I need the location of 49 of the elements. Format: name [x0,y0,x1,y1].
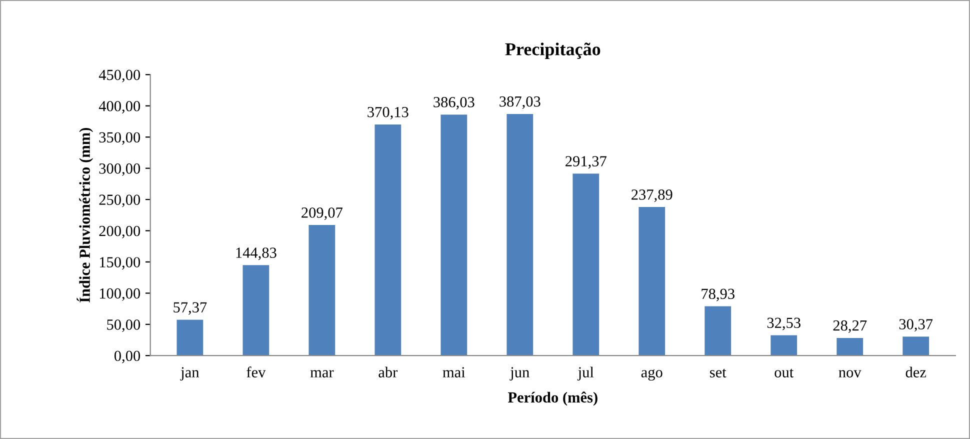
bar [308,225,336,356]
data-label: 370,13 [368,106,408,120]
bar [176,320,204,356]
y-tick-label: 0,00 [114,350,140,364]
y-axis-title: Índice Pluviométrico (mm) [76,128,94,302]
y-tick-label: 300,00 [99,163,140,176]
y-tick-label: 350,00 [99,132,140,145]
y-tick-label: 50,00 [107,320,140,332]
data-label: 209,07 [302,207,342,220]
data-label: 144,83 [236,248,276,260]
bar [572,174,600,356]
x-tick-label: abr [378,366,398,378]
bar [440,114,468,356]
bar [770,335,798,356]
x-tick-label: mar [310,370,334,378]
x-tick-label: ago [641,369,662,381]
y-tick-label: 200,00 [99,226,140,238]
bar [638,207,666,356]
bar [836,338,864,356]
chart-title: Precipitação [505,42,600,60]
data-label: 32,53 [767,318,800,330]
data-label: 57,37 [174,302,207,315]
y-tick-label: 450,00 [98,70,140,82]
data-label: 237,89 [632,189,672,202]
bar [902,336,930,356]
x-tick-label: fev [246,366,266,378]
y-tick-label: 100,00 [100,288,140,301]
data-label: 30,37 [899,319,933,332]
x-tick-label: jul [577,366,594,381]
bar [704,306,732,356]
x-tick-label: jan [180,367,200,381]
bar [242,265,270,356]
x-tick-label: dez [906,366,926,378]
y-tick-label: 250,00 [99,194,140,208]
x-tick-label: mai [442,367,466,378]
data-label: 386,03 [434,96,474,110]
data-label: 28,27 [833,320,867,333]
data-label: 78,93 [702,288,734,302]
x-tick-label: out [774,368,794,378]
x-axis-title: Período (mês) [508,392,598,406]
x-tick-label: set [710,368,726,378]
y-tick-label: 150,00 [100,257,140,270]
bar [506,114,534,356]
y-tick-label: 400,00 [98,100,140,114]
data-label: 387,03 [500,96,540,109]
x-tick-label: jun [510,367,530,381]
bar [374,124,402,356]
x-tick-label: nov [838,370,862,378]
data-label: 291,37 [566,156,606,169]
